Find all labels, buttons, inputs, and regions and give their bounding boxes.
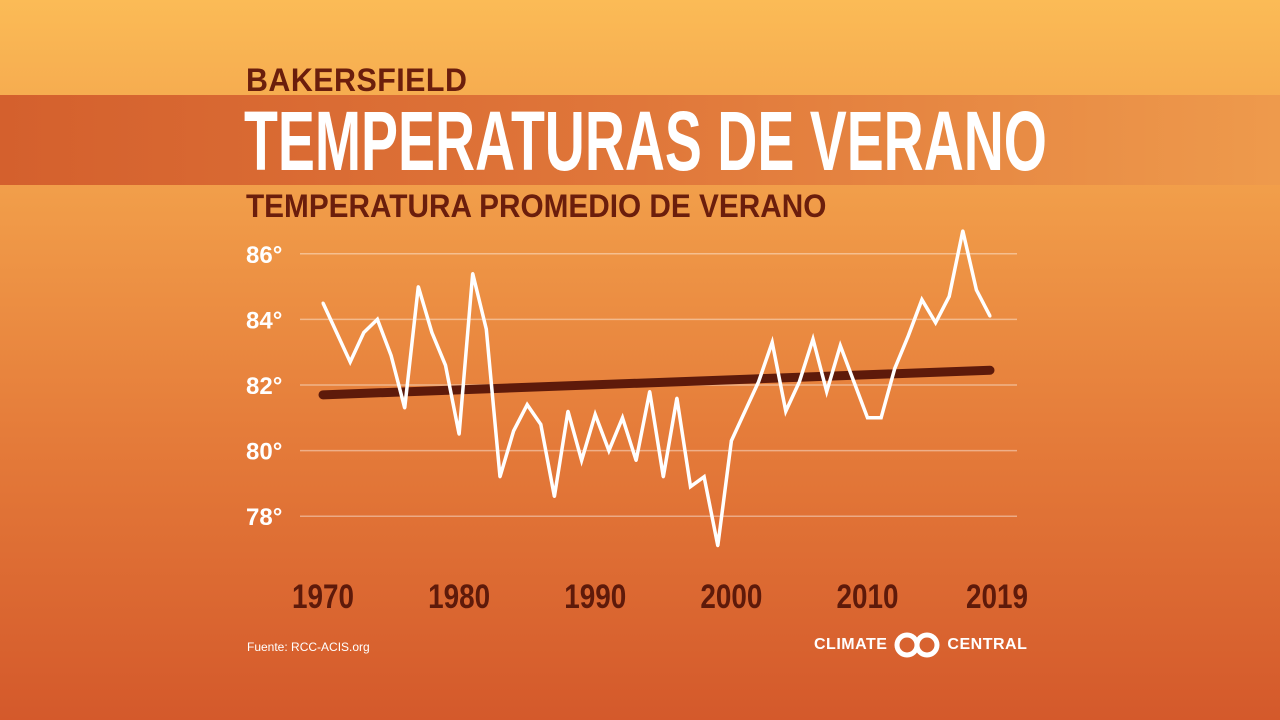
data-point [416, 285, 420, 289]
data-point [525, 403, 529, 407]
page-title: TEMPERATURAS DE VERANO [244, 94, 1047, 188]
logo-text-left: CLIMATE [814, 636, 888, 653]
data-point [389, 353, 393, 357]
data-point [471, 271, 475, 275]
data-point [757, 380, 761, 384]
data-point [648, 390, 652, 394]
logo-rings-icon [894, 632, 940, 658]
data-point [811, 337, 815, 341]
temperature-series-line [321, 230, 992, 547]
data-point [484, 327, 488, 331]
data-point [838, 344, 842, 348]
x-tick-label: 2019 [966, 578, 1028, 616]
data-point [797, 380, 801, 384]
climate-central-logo: CLIMATE CENTRAL [814, 632, 1027, 658]
data-point [634, 458, 638, 462]
data-point [770, 340, 774, 344]
data-point [879, 416, 883, 420]
data-point [444, 363, 448, 367]
data-point [675, 396, 679, 400]
x-tick-label: 2010 [836, 578, 898, 616]
data-point [961, 229, 965, 233]
data-point [920, 298, 924, 302]
data-point [906, 334, 910, 338]
data-point [852, 380, 856, 384]
x-tick-label: 1970 [292, 578, 354, 616]
x-tick-label: 2000 [700, 578, 762, 616]
title-band [0, 95, 1280, 185]
trend-line [318, 365, 995, 400]
data-point [607, 449, 611, 453]
data-point [566, 409, 570, 413]
data-point [375, 317, 379, 321]
data-point [743, 409, 747, 413]
data-point [362, 331, 366, 335]
data-point [893, 367, 897, 371]
data-point [457, 432, 461, 436]
data-point [661, 475, 665, 479]
data-point [512, 429, 516, 433]
data-point [947, 294, 951, 298]
data-point [539, 422, 543, 426]
y-tick-label: 80° [246, 439, 282, 466]
data-point [988, 314, 992, 318]
data-point [403, 406, 407, 410]
data-point [335, 331, 339, 335]
x-tick-label: 1980 [428, 578, 490, 616]
x-tick-label: 1990 [564, 578, 626, 616]
chart-subtitle: TEMPERATURA PROMEDIO DE VERANO [246, 188, 827, 224]
data-point [498, 475, 502, 479]
data-point [974, 288, 978, 292]
data-point [716, 544, 720, 548]
data-point [825, 390, 829, 394]
data-point [580, 458, 584, 462]
y-tick-label: 84° [246, 307, 282, 334]
city-label: BAKERSFIELD [246, 62, 468, 98]
data-point [729, 439, 733, 443]
y-tick-label: 82° [246, 373, 282, 400]
data-point [702, 475, 706, 479]
logo-text-right: CENTRAL [947, 636, 1028, 653]
data-point [552, 495, 556, 499]
data-point [784, 409, 788, 413]
data-point [321, 301, 325, 305]
source-note: Fuente: RCC-ACIS.org [247, 640, 370, 654]
y-tick-label: 78° [246, 504, 282, 531]
data-point [593, 413, 597, 417]
data-point [689, 485, 693, 489]
data-point [934, 321, 938, 325]
data-point [865, 416, 869, 420]
data-point [620, 416, 624, 420]
data-point [348, 360, 352, 364]
y-tick-label: 86° [246, 242, 282, 269]
data-point [430, 331, 434, 335]
